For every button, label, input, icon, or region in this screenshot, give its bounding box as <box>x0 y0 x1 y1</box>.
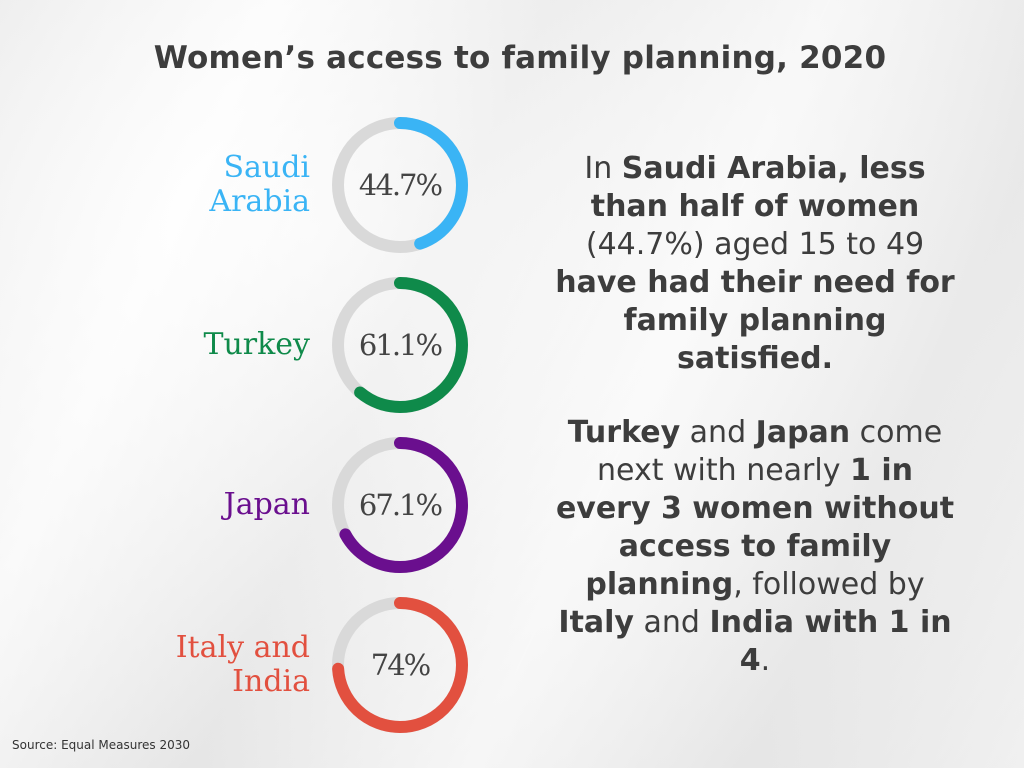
donut-value-label: 61.1% <box>359 328 442 362</box>
country-label-line: Saudi <box>223 150 310 185</box>
emphasis-text: Italy <box>558 605 634 640</box>
country-label-line: India <box>232 664 310 699</box>
emphasis-text: Saudi Arabia, less than half of women <box>590 151 926 224</box>
country-label: Saudi Arabia <box>209 151 310 219</box>
donut-4: 74% <box>332 597 468 733</box>
body-text: and <box>634 605 710 640</box>
country-label-line: Italy and <box>175 630 310 665</box>
narrative-paragraph-2: Turkey and Japan come next with nearly 1… <box>555 414 955 680</box>
body-text: , followed by <box>733 567 925 602</box>
emphasis-text: Turkey <box>567 415 681 450</box>
body-text: come next with nearly <box>597 415 943 488</box>
donut-value-label: 44.7% <box>359 168 442 202</box>
donut-arc <box>332 117 468 253</box>
donut-2: 61.1% <box>332 277 468 413</box>
donut-1: 44.7% <box>332 117 468 253</box>
donut-arc <box>332 437 468 573</box>
donut-arc <box>332 597 468 733</box>
donut-value-label: 74% <box>371 648 430 682</box>
donut-3: 67.1% <box>332 437 468 573</box>
page-title: Women’s access to family planning, 2020 <box>153 40 887 76</box>
donut-value-label: 67.1% <box>359 488 442 522</box>
country-label: Japan <box>224 488 310 522</box>
country-label-line: Japan <box>223 487 310 522</box>
country-label: Italy and India <box>176 631 310 699</box>
donut-arc <box>332 277 468 413</box>
body-text: In <box>584 151 622 186</box>
emphasis-text: 1 in every 3 women without access to fam… <box>555 453 955 602</box>
narrative-text: In Saudi Arabia, less than half of women… <box>555 150 955 680</box>
body-text: . <box>760 643 771 678</box>
source-note: Source: Equal Measures 2030 <box>12 738 190 752</box>
body-text: and <box>680 415 756 450</box>
narrative-paragraph-1: In Saudi Arabia, less than half of women… <box>555 150 955 378</box>
country-label-line: Arabia <box>209 184 310 219</box>
country-label-line: Turkey <box>203 327 310 362</box>
emphasis-text: Japan <box>755 415 851 450</box>
emphasis-text: India with 1 in 4 <box>709 605 952 678</box>
country-label: Turkey <box>203 328 310 362</box>
emphasis-text: have had their need for family planning … <box>555 265 955 376</box>
body-text: (44.7%) aged 15 to 49 <box>585 227 925 262</box>
